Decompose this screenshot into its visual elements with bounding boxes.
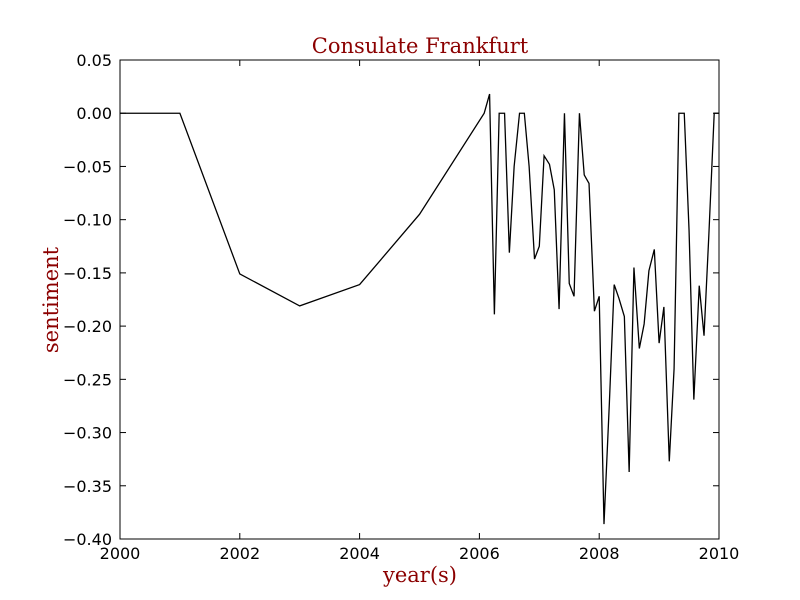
x-tick-label: 2004 — [339, 544, 380, 563]
y-tick-label: −0.35 — [63, 477, 112, 496]
y-axis-label: sentiment — [39, 246, 63, 353]
x-tick-label: 2002 — [219, 544, 260, 563]
x-tick-label: 2006 — [459, 544, 500, 563]
y-tick-label: −0.15 — [63, 264, 112, 283]
y-tick-label: 0.05 — [76, 51, 112, 70]
y-tick-label: −0.10 — [63, 211, 112, 230]
series-line — [120, 93, 719, 525]
x-tick-label: 2000 — [100, 544, 141, 563]
y-tick-label: −0.20 — [63, 317, 112, 336]
y-tick-label: −0.30 — [63, 424, 112, 443]
y-tick-label: −0.40 — [63, 530, 112, 549]
x-axis-label: year(s) — [382, 563, 457, 587]
y-tick-label: −0.25 — [63, 370, 112, 389]
plot-frame — [119, 59, 720, 540]
x-tick-label: 2010 — [699, 544, 740, 563]
axis-tick-labels: 2000 2002 2004 2006 2008 2010 0.05 0.00 −0.05 −0.… — [63, 51, 739, 563]
y-tick-label: −0.05 — [63, 157, 112, 176]
y-tick-label: 0.00 — [76, 104, 112, 123]
chart-title: Consulate Frankfurt — [312, 34, 529, 58]
x-tick-label: 2008 — [579, 544, 620, 563]
